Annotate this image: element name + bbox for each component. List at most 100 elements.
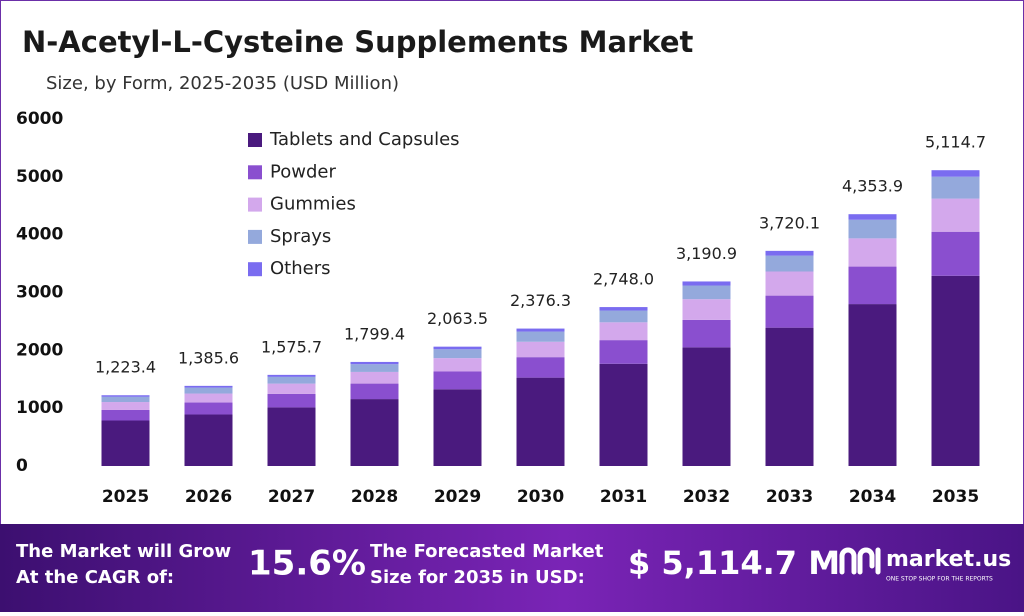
bar-segment [765,327,814,466]
brand: market.us [886,547,1011,572]
total-label: 2,063.5 [427,309,488,328]
y-tick-label: 6000 [16,109,63,129]
bar-segment [765,250,814,256]
x-tick-label: 2025 [102,487,149,507]
bar-segment [350,361,399,365]
bar-segment [682,281,731,286]
bar-segment [184,393,233,403]
legend-label: Sprays [270,226,331,247]
bar-segment [848,304,897,466]
bar-segment [848,219,897,239]
total-label: 1,575.7 [261,337,322,356]
bar-segment [267,407,316,466]
bar-segment [433,349,482,359]
brand-logo [839,547,881,575]
legend-swatch [248,133,262,147]
bar-segment [931,198,980,232]
bar-segment [267,393,316,408]
total-label: 2,748.0 [593,270,654,289]
y-tick-label: 2000 [16,340,63,360]
bar-segment [350,371,399,384]
bar-segment [184,387,233,394]
legend-label: Gummies [270,194,356,215]
bar-segment [599,363,648,466]
bar-segment [101,402,150,410]
total-label: 4,353.9 [842,177,903,196]
bar-segment [267,374,316,377]
tagline: ONE STOP SHOP FOR THE REPORTS [886,576,993,583]
bar-segment [682,285,731,300]
cagr: 15.6% [248,544,366,584]
bar-segment [516,341,565,358]
bar-segment [101,420,150,466]
bar-segment [765,255,814,272]
bar-segment [599,310,648,323]
x-tick-label: 2030 [517,487,564,507]
bar-segment [516,328,565,332]
bar-segment [599,340,648,364]
growth-text: At the CAGR of: [16,567,174,588]
y-tick-label: 5000 [16,167,63,187]
total-label: 5,114.7 [925,133,986,152]
bar-segment [184,402,233,415]
chart-title: N-Acetyl-L-Cysteine Supplements Market [22,25,694,59]
total-label: 1,223.4 [95,358,156,377]
bar-segment [267,383,316,394]
bar-segment [101,395,150,397]
bar-segment [433,346,482,350]
legend-swatch [248,262,262,277]
x-tick-label: 2035 [932,487,979,507]
bar-segment [599,307,648,311]
forecast-text: The Forecasted Market [370,541,604,562]
bar-segment [516,377,565,466]
y-tick-label: 4000 [16,225,63,245]
x-tick-label: 2028 [351,487,398,507]
bar-segment [848,238,897,267]
legend-label: Tablets and Capsules [269,129,460,150]
bar-segment [184,414,233,466]
legend-label: Others [270,258,331,279]
x-tick-label: 2031 [600,487,647,507]
legend-swatch [248,229,262,244]
bar-segment [350,383,399,400]
bar-segment [101,396,150,403]
y-tick-label: 1000 [16,398,63,418]
bar-segment [682,319,731,348]
bar-segment [931,176,980,199]
legend-label: Powder [270,161,336,182]
bar-segment [848,266,897,305]
bar-segment [267,376,316,384]
bar-segment [350,399,399,466]
x-tick-label: 2034 [849,487,896,507]
bar-segment [184,385,233,388]
bar-segment [516,357,565,378]
bar-segment [433,358,482,372]
y-tick-label: 0 [16,456,28,476]
x-tick-label: 2029 [434,487,481,507]
x-tick-label: 2032 [683,487,730,507]
forecast-text: Size for 2035 in USD: [370,567,585,588]
total-label: 2,376.3 [510,291,571,310]
bar-segment [848,214,897,220]
bar-segment [433,389,482,466]
bar-segment [101,409,150,421]
total-label: 3,190.9 [676,244,737,263]
legend-swatch [248,197,262,212]
bar-segment [433,371,482,390]
forecast-value: $ 5,114.7 M [628,544,840,582]
growth-text: The Market will Grow [16,541,231,562]
x-tick-label: 2026 [185,487,232,507]
total-label: 1,385.6 [178,348,239,367]
x-tick-label: 2027 [268,487,315,507]
chart-subtitle: Size, by Form, 2025-2035 (USD Million) [46,73,399,94]
bar-segment [682,347,731,466]
bar-segment [931,275,980,466]
bar-segment [350,364,399,372]
bar-segment [931,231,980,276]
bar-segment [682,299,731,320]
y-tick-label: 3000 [16,283,63,303]
bar-segment [599,322,648,341]
total-label: 3,720.1 [759,213,820,232]
